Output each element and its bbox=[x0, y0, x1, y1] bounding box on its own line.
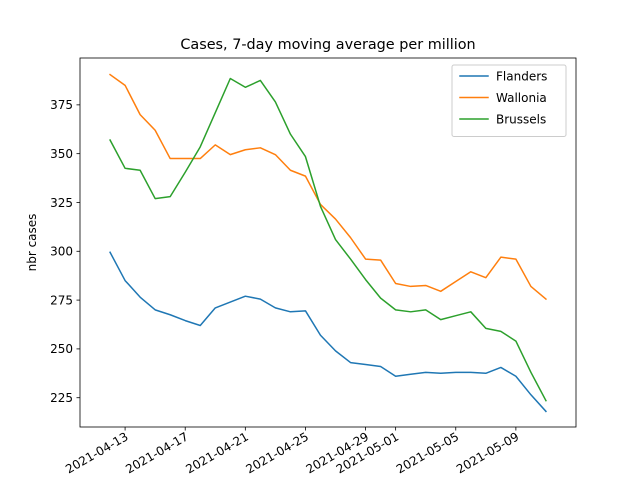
y-axis-title: nbr cases bbox=[25, 214, 39, 272]
legend-label: Brussels bbox=[496, 112, 546, 126]
plot-frame bbox=[79, 57, 577, 428]
legend-item-wallonia: Wallonia bbox=[459, 91, 547, 105]
series-line-wallonia bbox=[109, 73, 547, 301]
y-axis: 225 250 275 300 325 350 375 bbox=[50, 98, 80, 405]
legend-label: Flanders bbox=[496, 69, 547, 83]
series-line-flanders bbox=[109, 251, 547, 413]
y-tick-label: 325 bbox=[50, 196, 73, 210]
y-tick-label: 250 bbox=[50, 342, 73, 356]
legend-item-brussels: Brussels bbox=[459, 112, 546, 126]
y-tick-label: 375 bbox=[50, 98, 73, 112]
legend: Flanders Wallonia Brussels bbox=[451, 64, 567, 137]
y-tick-label: 300 bbox=[50, 245, 73, 259]
y-tick-label: 275 bbox=[50, 293, 73, 307]
y-tick-label: 350 bbox=[50, 147, 73, 161]
legend-label: Wallonia bbox=[496, 91, 547, 105]
series-lines bbox=[109, 73, 547, 413]
series-line-brussels bbox=[109, 77, 547, 402]
y-tick-label: 225 bbox=[50, 391, 73, 405]
chart-title: Cases, 7-day moving average per million bbox=[180, 37, 475, 53]
legend-item-flanders: Flanders bbox=[459, 69, 547, 83]
